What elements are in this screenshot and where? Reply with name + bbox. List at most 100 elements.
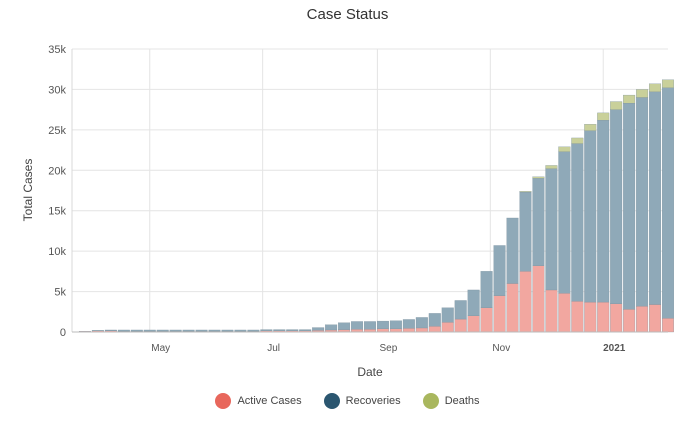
bar-recoveries[interactable] xyxy=(428,313,441,327)
bar-deaths[interactable] xyxy=(597,112,610,121)
bar-recoveries[interactable] xyxy=(402,319,415,329)
bar-deaths[interactable] xyxy=(623,94,636,104)
bar-recoveries[interactable] xyxy=(623,103,636,310)
bar-deaths[interactable] xyxy=(584,124,597,131)
bar-recoveries[interactable] xyxy=(234,329,247,332)
legend-item-recoveries[interactable]: Recoveries xyxy=(323,393,401,409)
bar-recoveries[interactable] xyxy=(364,321,376,330)
legend-label: Recoveries xyxy=(345,395,401,407)
bar-active-cases[interactable] xyxy=(441,322,454,333)
legend-swatch xyxy=(323,393,340,409)
y-tick-label: 15k xyxy=(48,206,66,218)
bar-recoveries[interactable] xyxy=(91,330,104,332)
bar-active-cases[interactable] xyxy=(545,289,558,333)
bar-recoveries[interactable] xyxy=(312,327,325,331)
bar-recoveries[interactable] xyxy=(480,271,493,308)
bar-deaths[interactable] xyxy=(610,101,623,110)
bar-active-cases[interactable] xyxy=(623,309,636,333)
bar-active-cases[interactable] xyxy=(415,327,428,333)
bar-recoveries[interactable] xyxy=(260,329,273,331)
bar-recoveries[interactable] xyxy=(376,320,389,329)
bar-recoveries[interactable] xyxy=(273,329,286,331)
bar-recoveries[interactable] xyxy=(467,289,480,316)
bar-deaths[interactable] xyxy=(519,191,532,193)
bar-recoveries[interactable] xyxy=(558,151,571,294)
legend-label: Deaths xyxy=(444,395,480,407)
bar-recoveries[interactable] xyxy=(338,322,351,330)
bar-active-cases[interactable] xyxy=(454,318,467,333)
bar-deaths[interactable] xyxy=(649,83,662,93)
bar-active-cases[interactable] xyxy=(506,283,519,333)
bar-active-cases[interactable] xyxy=(532,265,545,333)
bar-deaths[interactable] xyxy=(545,165,558,169)
bar-active-cases[interactable] xyxy=(480,307,493,333)
bar-recoveries[interactable] xyxy=(545,168,558,291)
bar-recoveries[interactable] xyxy=(208,329,221,332)
bar-recoveries[interactable] xyxy=(584,130,597,303)
x-tick-label: May xyxy=(151,343,170,354)
bar-recoveries[interactable] xyxy=(441,307,454,323)
legend-label: Active Cases xyxy=(237,395,302,407)
bar-recoveries[interactable] xyxy=(182,329,195,332)
bar-recoveries[interactable] xyxy=(662,87,674,319)
bar-deaths[interactable] xyxy=(532,176,545,179)
bar-recoveries[interactable] xyxy=(389,320,402,329)
y-tick-label: 25k xyxy=(48,125,66,137)
bar-recoveries[interactable] xyxy=(597,120,610,303)
bar-recoveries[interactable] xyxy=(571,143,584,302)
legend-swatch xyxy=(422,393,439,409)
bar-recoveries[interactable] xyxy=(143,329,156,332)
bar-active-cases[interactable] xyxy=(662,318,674,333)
bar-active-cases[interactable] xyxy=(519,271,532,333)
y-tick-label: 30k xyxy=(48,84,66,96)
bar-active-cases[interactable] xyxy=(558,293,571,333)
bar-deaths[interactable] xyxy=(558,146,571,152)
legend-item-active-cases[interactable]: Active Cases xyxy=(215,393,302,409)
bar-recoveries[interactable] xyxy=(351,321,364,330)
x-tick-label: Nov xyxy=(492,343,510,354)
bar-active-cases[interactable] xyxy=(649,304,662,333)
bar-recoveries[interactable] xyxy=(454,300,467,320)
bar-active-cases[interactable] xyxy=(428,326,441,333)
axes: 0 5k 10k 15k 20k 25k 30k 35k May Jul Sep Nov 2021 xyxy=(48,44,668,354)
bar-deaths[interactable] xyxy=(571,137,584,144)
bar-active-cases[interactable] xyxy=(584,301,597,333)
legend-swatch xyxy=(215,393,232,409)
bar-active-cases[interactable] xyxy=(467,315,480,333)
bar-recoveries[interactable] xyxy=(104,329,117,331)
bar-recoveries[interactable] xyxy=(649,91,662,305)
bar-active-cases[interactable] xyxy=(597,301,610,333)
bar-active-cases[interactable] xyxy=(402,328,415,333)
bar-recoveries[interactable] xyxy=(325,324,338,331)
bar-active-cases[interactable] xyxy=(493,295,506,333)
bar-recoveries[interactable] xyxy=(195,329,208,332)
bar-active-cases[interactable] xyxy=(636,305,649,333)
x-tick-label: 2021 xyxy=(603,343,626,354)
bar-recoveries[interactable] xyxy=(117,329,130,332)
bar-recoveries[interactable] xyxy=(506,217,519,284)
bar-recoveries[interactable] xyxy=(156,329,169,332)
chart-title: Case Status xyxy=(306,6,389,23)
legend: Active Cases Recoveries Deaths xyxy=(0,393,695,409)
bar-recoveries[interactable] xyxy=(519,191,532,272)
bar-recoveries[interactable] xyxy=(221,329,234,332)
bar-recoveries[interactable] xyxy=(493,245,506,296)
bar-recoveries[interactable] xyxy=(610,109,623,304)
bar-active-cases[interactable] xyxy=(571,301,584,333)
bar-recoveries[interactable] xyxy=(532,178,545,266)
bar-recoveries[interactable] xyxy=(130,329,143,332)
x-axis-label: Date xyxy=(357,365,383,379)
bar-recoveries[interactable] xyxy=(247,329,260,332)
bar-recoveries[interactable] xyxy=(286,329,299,331)
legend-item-deaths[interactable]: Deaths xyxy=(422,393,480,409)
x-tick-label: Jul xyxy=(267,343,280,354)
bar-recoveries[interactable] xyxy=(169,329,182,332)
bar-active-cases[interactable] xyxy=(610,303,623,333)
bar-recoveries[interactable] xyxy=(636,97,649,307)
bar-recoveries[interactable] xyxy=(299,329,312,331)
bars[interactable] xyxy=(78,79,674,333)
bar-deaths[interactable] xyxy=(636,89,649,98)
bar-deaths[interactable] xyxy=(662,79,674,88)
y-tick-label: 10k xyxy=(48,246,66,258)
bar-recoveries[interactable] xyxy=(415,317,428,329)
